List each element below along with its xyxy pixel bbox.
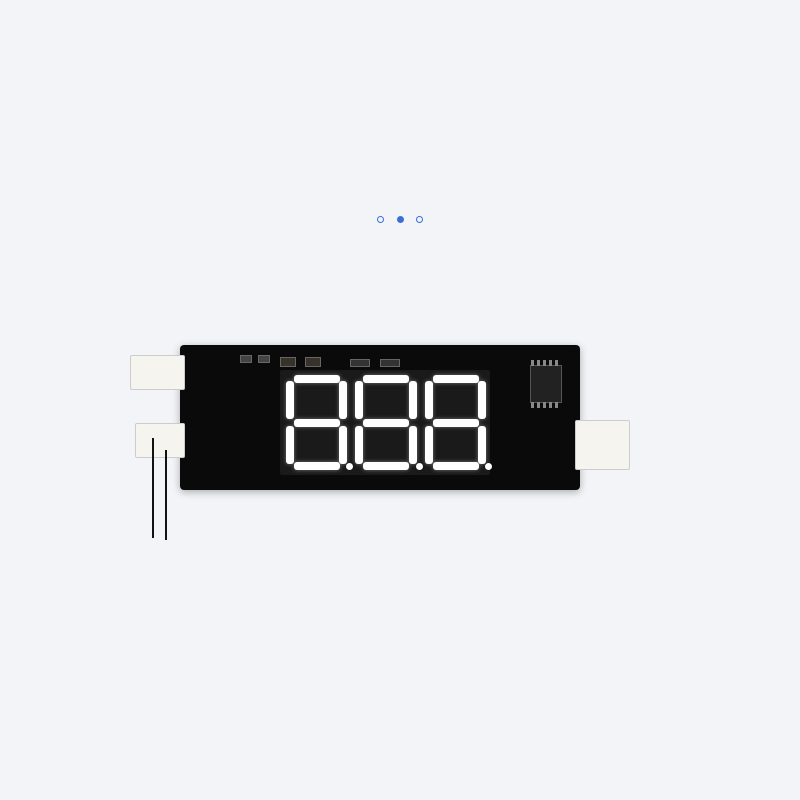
ic-chip: [530, 365, 562, 403]
carousel-dot[interactable]: [397, 216, 404, 223]
ntc-connector: [135, 423, 185, 458]
pin-diagram: [0, 310, 800, 710]
carousel-dot[interactable]: [377, 216, 384, 223]
carousel-dots: [0, 210, 800, 228]
carousel-dot[interactable]: [416, 216, 423, 223]
seven-segment-display: [286, 375, 486, 470]
pcb-board: [180, 345, 580, 490]
fan-connector: [575, 420, 630, 470]
input-connector: [130, 355, 185, 390]
